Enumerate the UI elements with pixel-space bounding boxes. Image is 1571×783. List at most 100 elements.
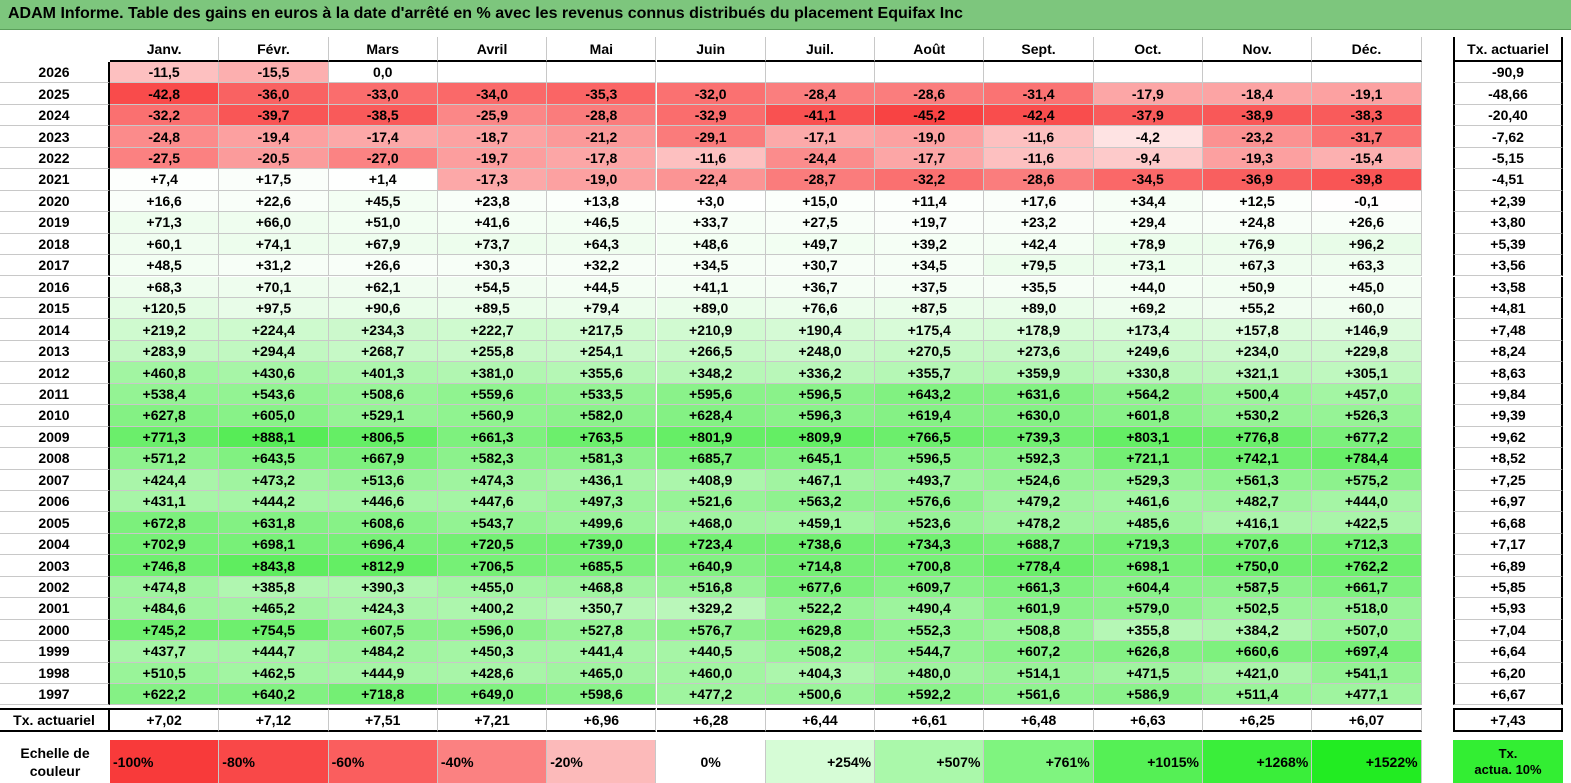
gain-cell: +384,2: [1203, 619, 1313, 642]
gain-cell: +480,0: [875, 662, 985, 685]
gain-cell: +459,1: [765, 512, 876, 534]
gain-cell: +64,3: [547, 233, 657, 256]
gain-cell: +712,3: [1312, 533, 1422, 556]
footer-rate-cell: +7,12: [219, 707, 329, 732]
gain-cell: +576,7: [656, 619, 766, 642]
gain-cell: -19,0: [547, 169, 657, 191]
gain-cell: +527,8: [547, 619, 657, 642]
year-label: 2001: [0, 598, 110, 620]
gain-cell: +294,4: [219, 340, 329, 363]
gain-cell: -34,0: [437, 83, 548, 105]
gain-cell: +721,1: [1093, 448, 1203, 470]
gain-cell: -17,3: [437, 169, 548, 191]
gain-cell: -15,5: [219, 62, 329, 84]
gain-cell: -11,6: [984, 147, 1094, 170]
gain-cell: +649,0: [437, 684, 548, 706]
page-title: ADAM Informe. Table des gains en euros à…: [8, 5, 963, 22]
rate-cell: +8,63: [1453, 362, 1563, 384]
gain-cell: -0,1: [1312, 190, 1422, 213]
gain-cell: +643,5: [219, 448, 329, 470]
gain-cell: +27,5: [765, 212, 876, 234]
gain-cell: +422,5: [1312, 512, 1422, 534]
gain-cell: +524,6: [984, 469, 1094, 491]
gain-cell: +436,1: [547, 469, 657, 491]
gain-cell: +604,4: [1093, 576, 1203, 599]
gain-cell: +508,6: [328, 383, 438, 406]
color-scale-label-line1: Echelle de: [20, 744, 90, 761]
gain-cell: -38,9: [1203, 104, 1313, 127]
gain-cell: +60,1: [110, 233, 220, 256]
gain-cell: +516,8: [656, 576, 766, 599]
gain-cell: +13,8: [547, 190, 657, 213]
gain-cell: +723,4: [656, 533, 766, 556]
gain-cell: +22,6: [219, 190, 329, 213]
gain-cell: +447,6: [437, 491, 548, 513]
gain-cell: +89,5: [437, 297, 548, 320]
year-label: 2003: [0, 555, 110, 577]
gain-cell: +629,8: [765, 619, 876, 642]
gain-cell: +234,0: [1203, 340, 1313, 363]
gain-cell: -42,8: [110, 83, 220, 105]
gain-cell: -17,4: [328, 126, 438, 148]
gain-cell: +605,0: [219, 405, 329, 427]
gain-cell: +714,8: [765, 555, 876, 577]
rate-cell: +5,93: [1453, 598, 1563, 620]
gain-cell: +465,2: [219, 598, 329, 620]
color-scale-step: +1015%: [1093, 740, 1203, 783]
year-label: 2010: [0, 405, 110, 427]
rate-cell: +6,97: [1453, 491, 1563, 513]
footer-rate-cell: +6,07: [1312, 707, 1422, 732]
gain-cell: +742,1: [1203, 448, 1313, 470]
gain-cell: +523,6: [875, 512, 985, 534]
gain-cell: +739,3: [984, 426, 1094, 449]
gain-cell: [765, 62, 876, 84]
gain-cell: +455,0: [437, 576, 548, 599]
gain-cell: [1203, 62, 1313, 84]
gain-cell: -31,7: [1312, 126, 1422, 148]
rate-cell: -48,66: [1453, 83, 1563, 105]
gain-cell: +762,2: [1312, 555, 1422, 577]
gain-cell: [656, 62, 766, 84]
gain-cell: -9,4: [1093, 147, 1203, 170]
gain-cell: +34,5: [875, 255, 985, 277]
gain-cell: +440,5: [656, 641, 766, 663]
gain-cell: +390,3: [328, 576, 438, 599]
gain-cell: +16,6: [110, 190, 220, 213]
gain-cell: +801,9: [656, 426, 766, 449]
gain-cell: +493,7: [875, 469, 985, 491]
gain-cell: +30,7: [765, 255, 876, 277]
gain-cell: -39,7: [219, 104, 329, 127]
footer-rate-cell: +6,25: [1203, 707, 1313, 732]
rate-cell: +6,67: [1453, 684, 1563, 706]
gain-cell: +32,2: [547, 255, 657, 277]
gain-cell: +11,4: [875, 190, 985, 213]
gain-cell: -11,6: [656, 147, 766, 170]
footer-rate-cell: +7,51: [328, 707, 438, 732]
gain-cell: -19,4: [219, 126, 329, 148]
rate-cell: -20,40: [1453, 104, 1563, 127]
gain-cell: +734,3: [875, 533, 985, 556]
gain-cell: +222,7: [437, 319, 548, 341]
gain-cell: +482,7: [1203, 491, 1313, 513]
gain-cell: -37,9: [1093, 104, 1203, 127]
gain-cell: +544,7: [875, 641, 985, 663]
gain-cell: +49,7: [765, 233, 876, 256]
gain-cell: +15,0: [765, 190, 876, 213]
gain-cell: +643,2: [875, 383, 985, 406]
gain-cell: +698,1: [1093, 555, 1203, 577]
gain-cell: +706,5: [437, 555, 548, 577]
gain-cell: +36,7: [765, 276, 876, 298]
gain-cell: +497,3: [547, 491, 657, 513]
year-label: 2008: [0, 448, 110, 470]
gain-cell: +596,0: [437, 619, 548, 642]
gain-cell: +190,4: [765, 319, 876, 341]
year-label: 2005: [0, 512, 110, 534]
gain-cell: -17,9: [1093, 83, 1203, 105]
gain-cell: +688,7: [984, 533, 1094, 556]
gain-cell: +89,0: [656, 297, 766, 320]
gain-cell: +428,6: [437, 662, 548, 685]
gain-cell: +229,8: [1312, 340, 1422, 363]
gain-cell: -23,2: [1203, 126, 1313, 148]
gain-cell: +843,8: [219, 555, 329, 577]
gain-cell: +39,2: [875, 233, 985, 256]
